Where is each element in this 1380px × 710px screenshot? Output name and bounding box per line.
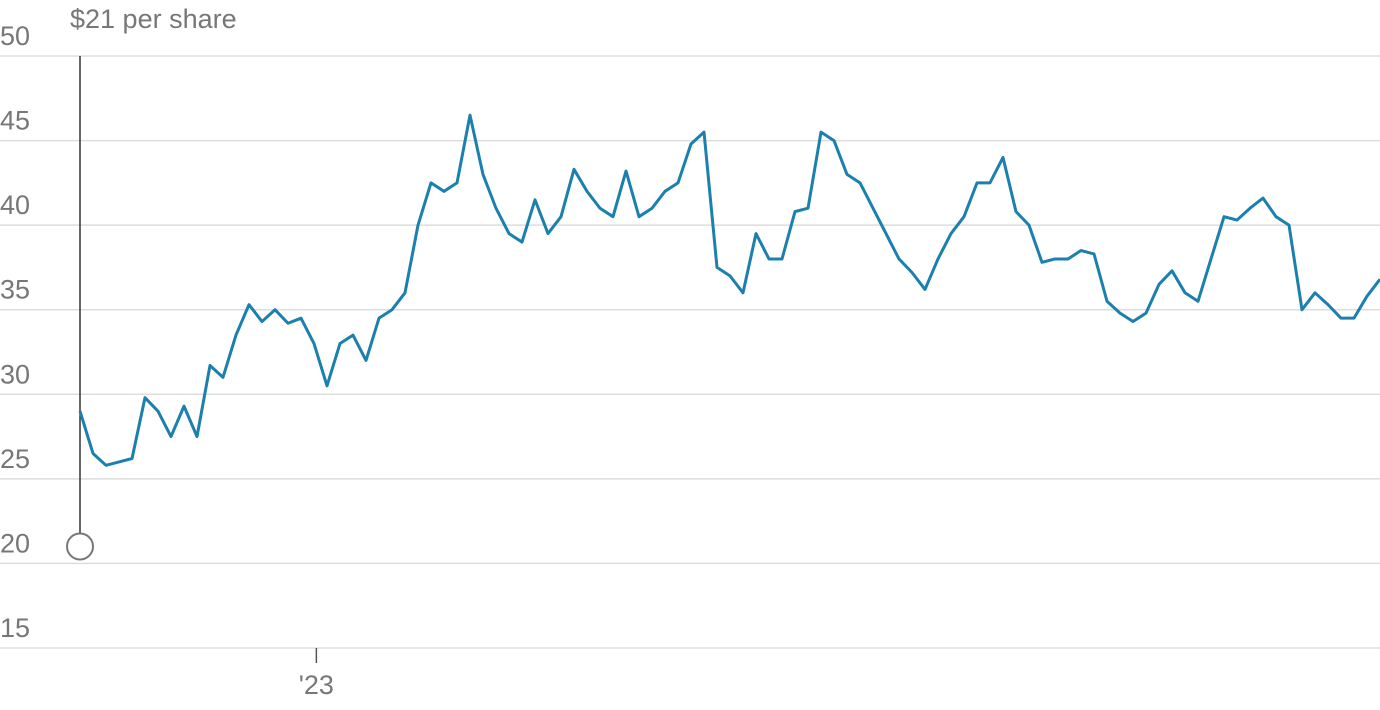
x-tick-label: '23	[299, 670, 334, 700]
y-tick-label: 35	[0, 275, 30, 305]
y-tick-label: 20	[0, 528, 30, 558]
price-line	[78, 113, 1380, 467]
y-tick-label: 50	[0, 21, 30, 51]
y-tick-label: 45	[0, 106, 30, 136]
y-tick-label: 25	[0, 444, 30, 474]
annotation-text: $21 per share	[70, 4, 237, 34]
y-tick-label: 40	[0, 190, 30, 220]
y-tick-label: 15	[0, 613, 30, 643]
y-tick-label: 30	[0, 359, 30, 389]
annotation-marker	[66, 532, 94, 561]
